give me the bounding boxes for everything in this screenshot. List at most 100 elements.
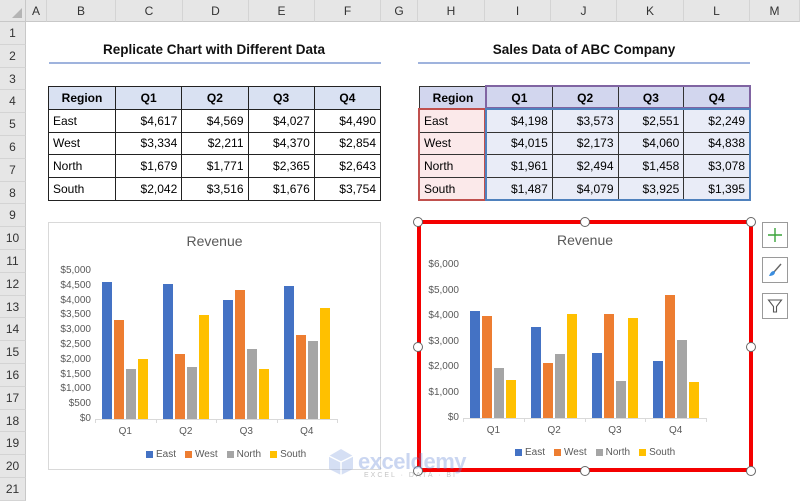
row-header-19[interactable]: 19 [0, 432, 26, 456]
value-cell[interactable]: $2,494 [551, 154, 619, 179]
value-cell[interactable]: $1,487 [486, 177, 553, 201]
header-q4[interactable]: Q4 [313, 86, 382, 110]
resize-handle-top-right[interactable] [746, 217, 756, 227]
bar-south-q3[interactable] [627, 317, 638, 418]
bar-north-q3[interactable] [247, 348, 258, 419]
row-header-12[interactable]: 12 [0, 272, 26, 296]
row-header-18[interactable]: 18 [0, 409, 26, 433]
legend-item-north[interactable]: North [226, 449, 261, 460]
value-cell[interactable]: $2,249 [683, 108, 750, 133]
column-header-m[interactable]: M [750, 0, 800, 22]
value-cell[interactable]: $1,458 [617, 154, 685, 179]
row-header-2[interactable]: 2 [0, 44, 26, 68]
bar-north-q1[interactable] [494, 367, 505, 418]
bar-north-q3[interactable] [615, 380, 626, 418]
row-header-16[interactable]: 16 [0, 364, 26, 387]
value-cell[interactable]: $4,370 [247, 131, 315, 156]
value-cell[interactable]: $1,961 [486, 154, 553, 179]
resize-handle-top[interactable] [580, 217, 590, 227]
bar-east-q4[interactable] [283, 286, 294, 419]
column-header-l[interactable]: L [684, 0, 750, 22]
bar-west-q2[interactable] [543, 362, 554, 418]
chart-styles-button[interactable] [762, 257, 788, 283]
row-header-13[interactable]: 13 [0, 295, 26, 319]
header-region[interactable]: Region [419, 86, 487, 110]
column-header-b[interactable]: B [47, 0, 116, 22]
column-header-h[interactable]: H [418, 0, 485, 22]
chart-legend[interactable]: East West North South [515, 447, 675, 458]
value-cell[interactable]: $1,679 [114, 154, 183, 179]
value-cell[interactable]: $2,854 [313, 131, 382, 156]
header-q3[interactable]: Q3 [247, 86, 315, 110]
legend-item-south[interactable]: South [639, 447, 675, 458]
resize-handle-bottom[interactable] [580, 466, 590, 476]
bar-west-q3[interactable] [235, 289, 246, 419]
value-cell[interactable]: $2,551 [617, 108, 685, 133]
row-header-9[interactable]: 9 [0, 204, 26, 228]
column-header-e[interactable]: E [249, 0, 315, 22]
bar-south-q4[interactable] [688, 382, 699, 418]
chart-legend[interactable]: East West North South [146, 449, 306, 460]
bar-south-q1[interactable] [138, 358, 149, 419]
value-cell[interactable]: $2,211 [181, 131, 249, 156]
value-cell[interactable]: $1,676 [247, 177, 315, 201]
header-q4[interactable]: Q4 [683, 86, 750, 110]
select-all-corner[interactable] [0, 0, 26, 22]
value-cell[interactable]: $4,569 [181, 108, 249, 133]
header-q1[interactable]: Q1 [486, 86, 553, 110]
bar-east-q3[interactable] [591, 352, 602, 418]
bar-west-q4[interactable] [295, 334, 306, 419]
value-cell[interactable]: $4,617 [114, 108, 183, 133]
row-header-1[interactable]: 1 [0, 22, 26, 45]
bar-west-q2[interactable] [174, 353, 185, 419]
bar-east-q2[interactable] [531, 326, 542, 418]
row-header-8[interactable]: 8 [0, 181, 26, 205]
region-cell[interactable]: East [48, 108, 116, 133]
bar-west-q1[interactable] [482, 315, 493, 418]
column-header-j[interactable]: J [551, 0, 617, 22]
column-header-g[interactable]: G [381, 0, 418, 22]
chart-filters-button[interactable] [762, 293, 788, 319]
value-cell[interactable]: $4,490 [313, 108, 382, 133]
bar-east-q3[interactable] [223, 299, 234, 419]
resize-handle-left[interactable] [413, 342, 423, 352]
bar-south-q3[interactable] [259, 369, 270, 419]
bar-north-q2[interactable] [555, 354, 566, 418]
row-header-10[interactable]: 10 [0, 227, 26, 250]
value-cell[interactable]: $4,838 [683, 131, 750, 156]
value-cell[interactable]: $2,365 [247, 154, 315, 179]
value-cell[interactable]: $4,027 [247, 108, 315, 133]
bar-west-q3[interactable] [603, 314, 614, 418]
column-header-k[interactable]: K [617, 0, 684, 22]
row-header-3[interactable]: 3 [0, 67, 26, 91]
value-cell[interactable]: $3,334 [114, 131, 183, 156]
bar-east-q2[interactable] [162, 283, 173, 419]
row-header-4[interactable]: 4 [0, 90, 26, 114]
legend-item-west[interactable]: West [185, 449, 218, 460]
resize-handle-right[interactable] [746, 342, 756, 352]
bar-north-q4[interactable] [676, 339, 687, 418]
bar-west-q1[interactable] [114, 320, 125, 419]
row-header-11[interactable]: 11 [0, 250, 26, 273]
bar-north-q1[interactable] [126, 369, 137, 419]
legend-item-north[interactable]: North [595, 447, 630, 458]
resize-handle-bottom-right[interactable] [746, 466, 756, 476]
column-header-i[interactable]: I [485, 0, 551, 22]
row-header-15[interactable]: 15 [0, 341, 26, 364]
header-q2[interactable]: Q2 [181, 86, 249, 110]
bar-south-q2[interactable] [567, 313, 578, 418]
bar-north-q2[interactable] [186, 366, 197, 419]
chart-title[interactable]: Revenue [556, 232, 614, 248]
chart-elements-button[interactable] [762, 222, 788, 248]
bar-north-q4[interactable] [307, 340, 318, 419]
row-header-20[interactable]: 20 [0, 455, 26, 478]
row-header-21[interactable]: 21 [0, 478, 26, 501]
right-revenue-chart[interactable]: Revenue $0 $1,000 $2,000 $3,000 $4,000 $5,000 $… [419, 222, 751, 470]
header-region[interactable]: Region [48, 86, 116, 110]
chart-title[interactable]: Revenue [186, 233, 243, 249]
column-header-d[interactable]: D [183, 0, 249, 22]
column-header-f[interactable]: F [315, 0, 381, 22]
bar-south-q4[interactable] [319, 307, 330, 419]
bar-east-q1[interactable] [102, 282, 113, 419]
row-header-14[interactable]: 14 [0, 318, 26, 342]
